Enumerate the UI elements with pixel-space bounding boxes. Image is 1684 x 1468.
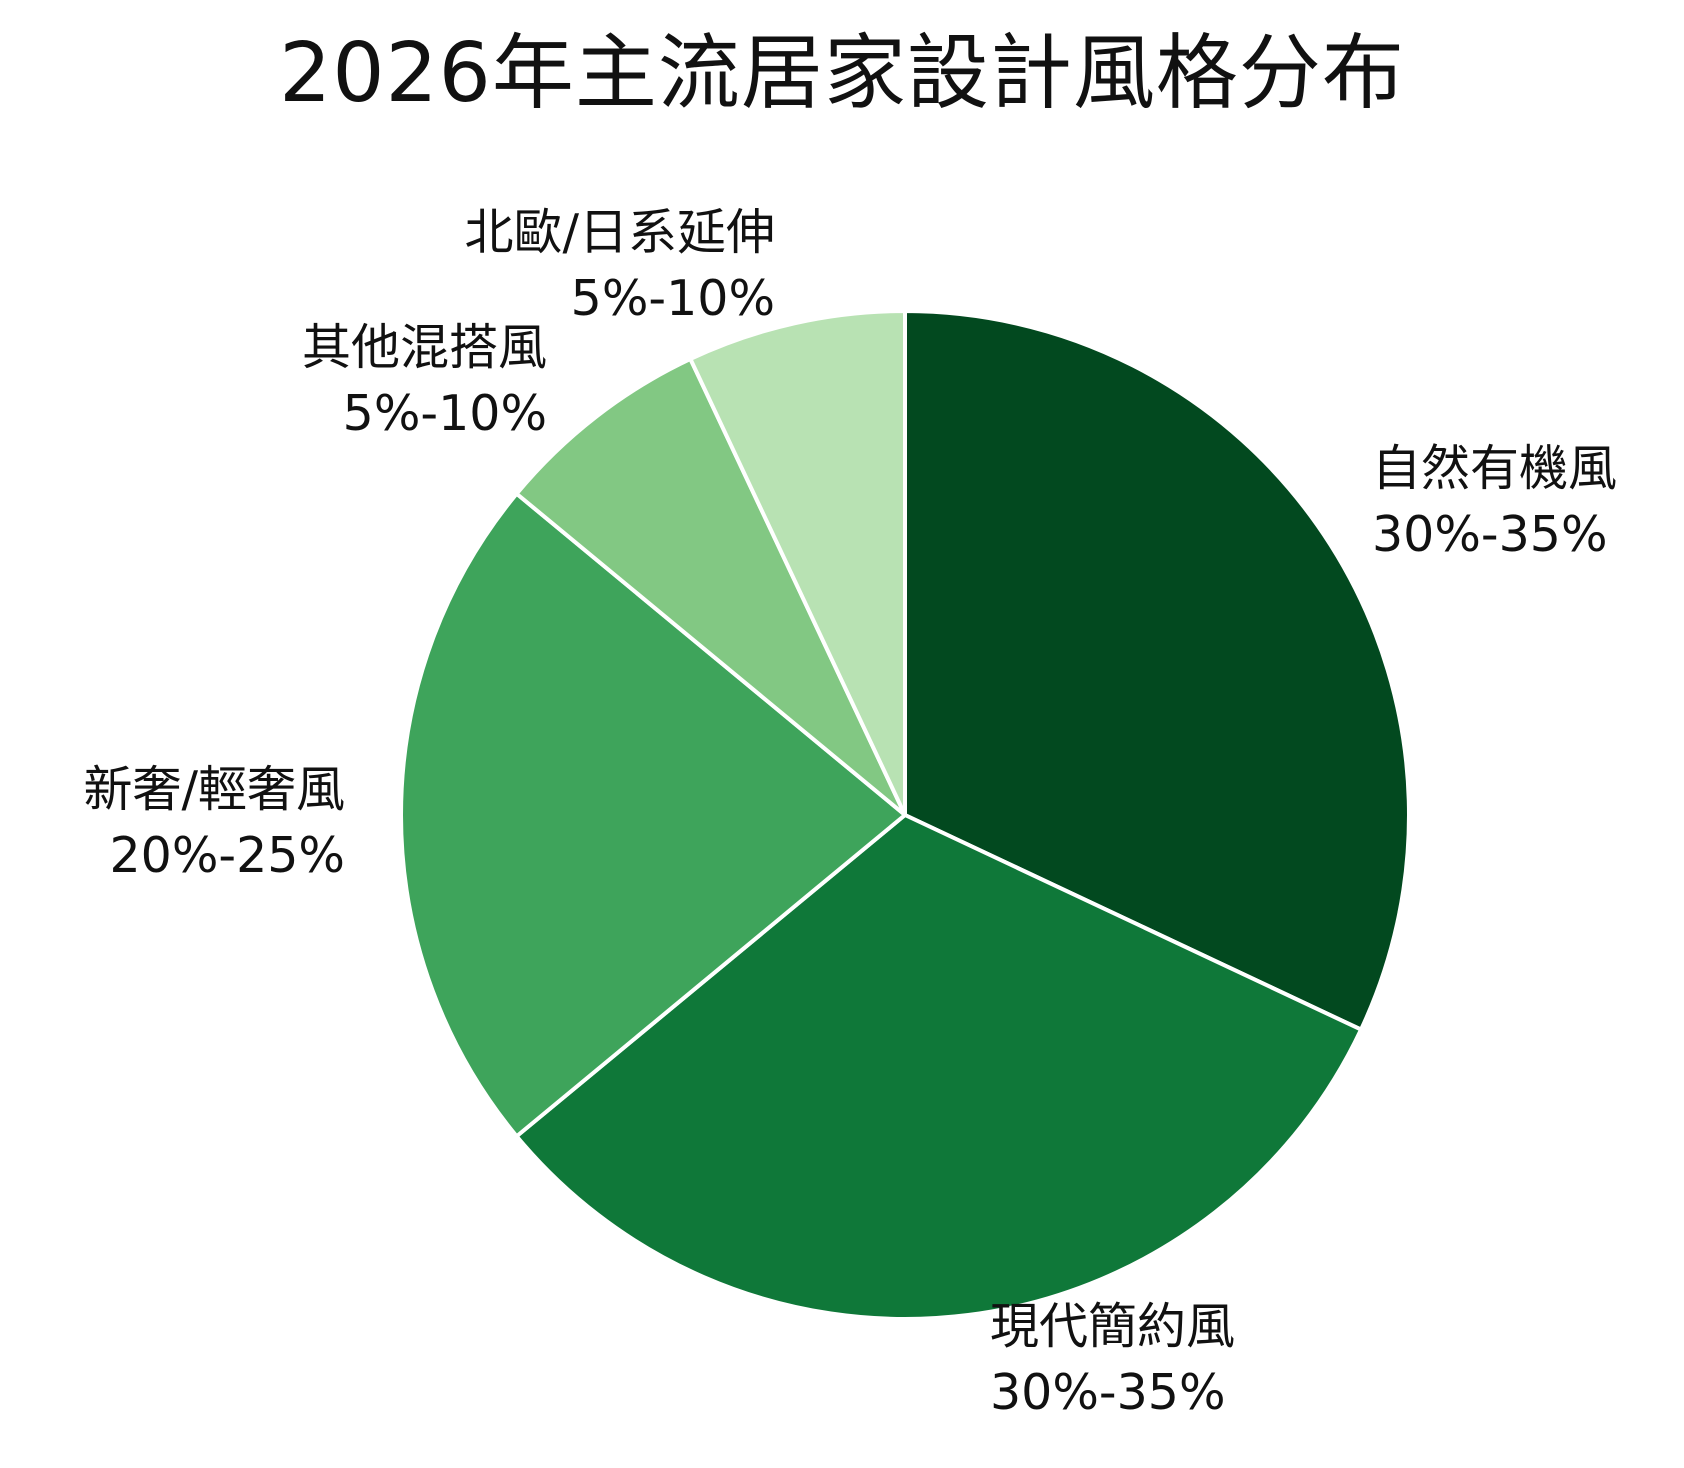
slice-label-percent: 30%-35% <box>1372 506 1608 563</box>
slice-modern-minimal <box>514 813 1364 1321</box>
slice-label-name: 自然有機風 <box>1372 440 1618 497</box>
chart-title: 2026年主流居家設計風格分布 <box>279 26 1405 121</box>
slice-label-percent: 5%-10% <box>342 385 547 442</box>
slice-label-name: 其他混搭風 <box>301 319 547 376</box>
slice-label-percent: 30%-35% <box>990 1364 1226 1421</box>
slice-label-nordic-japanese: 北歐/日系延伸 5%-10% <box>464 200 775 332</box>
slice-new-luxury <box>399 491 907 1139</box>
slice-label-name: 新奢/輕奢風 <box>83 761 345 818</box>
slice-other-mixed <box>514 356 907 817</box>
slice-natural-organic <box>903 309 1411 1032</box>
slice-nordic-japanese <box>688 309 907 817</box>
slice-label-name: 北歐/日系延伸 <box>464 204 775 261</box>
slice-label-percent: 20%-25% <box>109 827 345 884</box>
slice-label-modern-minimal: 現代簡約風 30%-35% <box>990 1294 1235 1426</box>
slice-label-natural-organic: 自然有機風 30%-35% <box>1372 436 1617 568</box>
slice-label-percent: 5%-10% <box>570 270 775 327</box>
slice-label-name: 現代簡約風 <box>990 1298 1236 1355</box>
slice-label-other-mixed: 其他混搭風 5%-10% <box>302 315 547 447</box>
slice-label-new-luxury: 新奢/輕奢風 20%-25% <box>83 757 345 889</box>
